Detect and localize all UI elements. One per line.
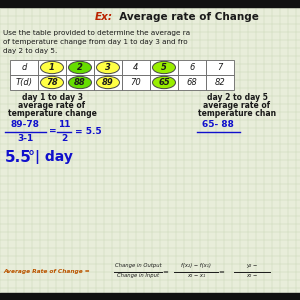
Ellipse shape — [68, 61, 92, 74]
Text: day 2 to day 5.: day 2 to day 5. — [3, 48, 57, 54]
Text: 5: 5 — [161, 63, 167, 72]
Ellipse shape — [40, 61, 64, 74]
Text: 5.5: 5.5 — [5, 150, 32, 165]
Text: 89: 89 — [102, 78, 114, 87]
Ellipse shape — [152, 76, 176, 89]
Text: 82: 82 — [214, 78, 225, 87]
Text: temperature chan: temperature chan — [198, 109, 276, 118]
Text: Change in Output: Change in Output — [115, 263, 161, 268]
Text: Ex:: Ex: — [95, 12, 113, 22]
Ellipse shape — [68, 76, 92, 89]
Text: d: d — [21, 63, 27, 72]
Text: 70: 70 — [130, 78, 141, 87]
Bar — [10, 75, 38, 90]
Text: =: = — [49, 127, 57, 136]
Text: 3: 3 — [105, 63, 111, 72]
Text: average rate of: average rate of — [203, 101, 271, 110]
Text: of temperature change from day 1 to day 3 and fro: of temperature change from day 1 to day … — [3, 39, 188, 45]
Bar — [38, 60, 66, 75]
Bar — [122, 75, 150, 90]
Text: =: = — [162, 269, 168, 275]
Text: 65- 88: 65- 88 — [202, 120, 234, 129]
Bar — [66, 60, 94, 75]
Text: day 2 to day 5: day 2 to day 5 — [207, 93, 267, 102]
Bar — [122, 60, 150, 75]
Text: x₂ −: x₂ − — [246, 273, 258, 278]
Text: 4: 4 — [133, 63, 139, 72]
Text: Change in Input: Change in Input — [117, 273, 159, 278]
Bar — [38, 75, 66, 90]
Text: 7: 7 — [217, 63, 223, 72]
Text: 88: 88 — [74, 78, 86, 87]
Text: = 5.5: = 5.5 — [75, 127, 102, 136]
Bar — [206, 60, 234, 75]
Text: y₂ −: y₂ − — [246, 263, 258, 268]
Text: f(x₂) − f(x₁): f(x₂) − f(x₁) — [181, 263, 211, 268]
Text: x₂ − x₁: x₂ − x₁ — [187, 273, 205, 278]
Bar — [150, 60, 178, 75]
Bar — [206, 75, 234, 90]
Text: =: = — [218, 269, 224, 275]
Text: day 1 to day 3: day 1 to day 3 — [22, 93, 82, 102]
Text: 6: 6 — [189, 63, 195, 72]
Bar — [10, 60, 38, 75]
Text: 2: 2 — [61, 134, 67, 143]
Ellipse shape — [40, 76, 64, 89]
Bar — [178, 60, 206, 75]
Text: Average rate of Change: Average rate of Change — [112, 12, 259, 22]
Ellipse shape — [97, 61, 119, 74]
Text: Average Rate of Change =: Average Rate of Change = — [3, 269, 90, 275]
Text: 2: 2 — [77, 63, 83, 72]
Text: Use the table provided to determine the average ra: Use the table provided to determine the … — [3, 30, 190, 36]
Text: 3-1: 3-1 — [17, 134, 33, 143]
Bar — [66, 75, 94, 90]
Text: T(d): T(d) — [16, 78, 32, 87]
Text: temperature change: temperature change — [8, 109, 96, 118]
Text: 89-78: 89-78 — [11, 120, 40, 129]
Ellipse shape — [152, 61, 176, 74]
Bar — [150, 75, 178, 90]
Bar — [94, 60, 122, 75]
Text: 78: 78 — [46, 78, 58, 87]
Text: 1: 1 — [49, 63, 55, 72]
Bar — [94, 75, 122, 90]
Text: 68: 68 — [187, 78, 197, 87]
Text: average rate of: average rate of — [18, 101, 85, 110]
Bar — [178, 75, 206, 90]
Ellipse shape — [97, 76, 119, 89]
Text: °| day: °| day — [28, 150, 73, 164]
Text: 11: 11 — [58, 120, 70, 129]
Text: 65: 65 — [158, 78, 170, 87]
